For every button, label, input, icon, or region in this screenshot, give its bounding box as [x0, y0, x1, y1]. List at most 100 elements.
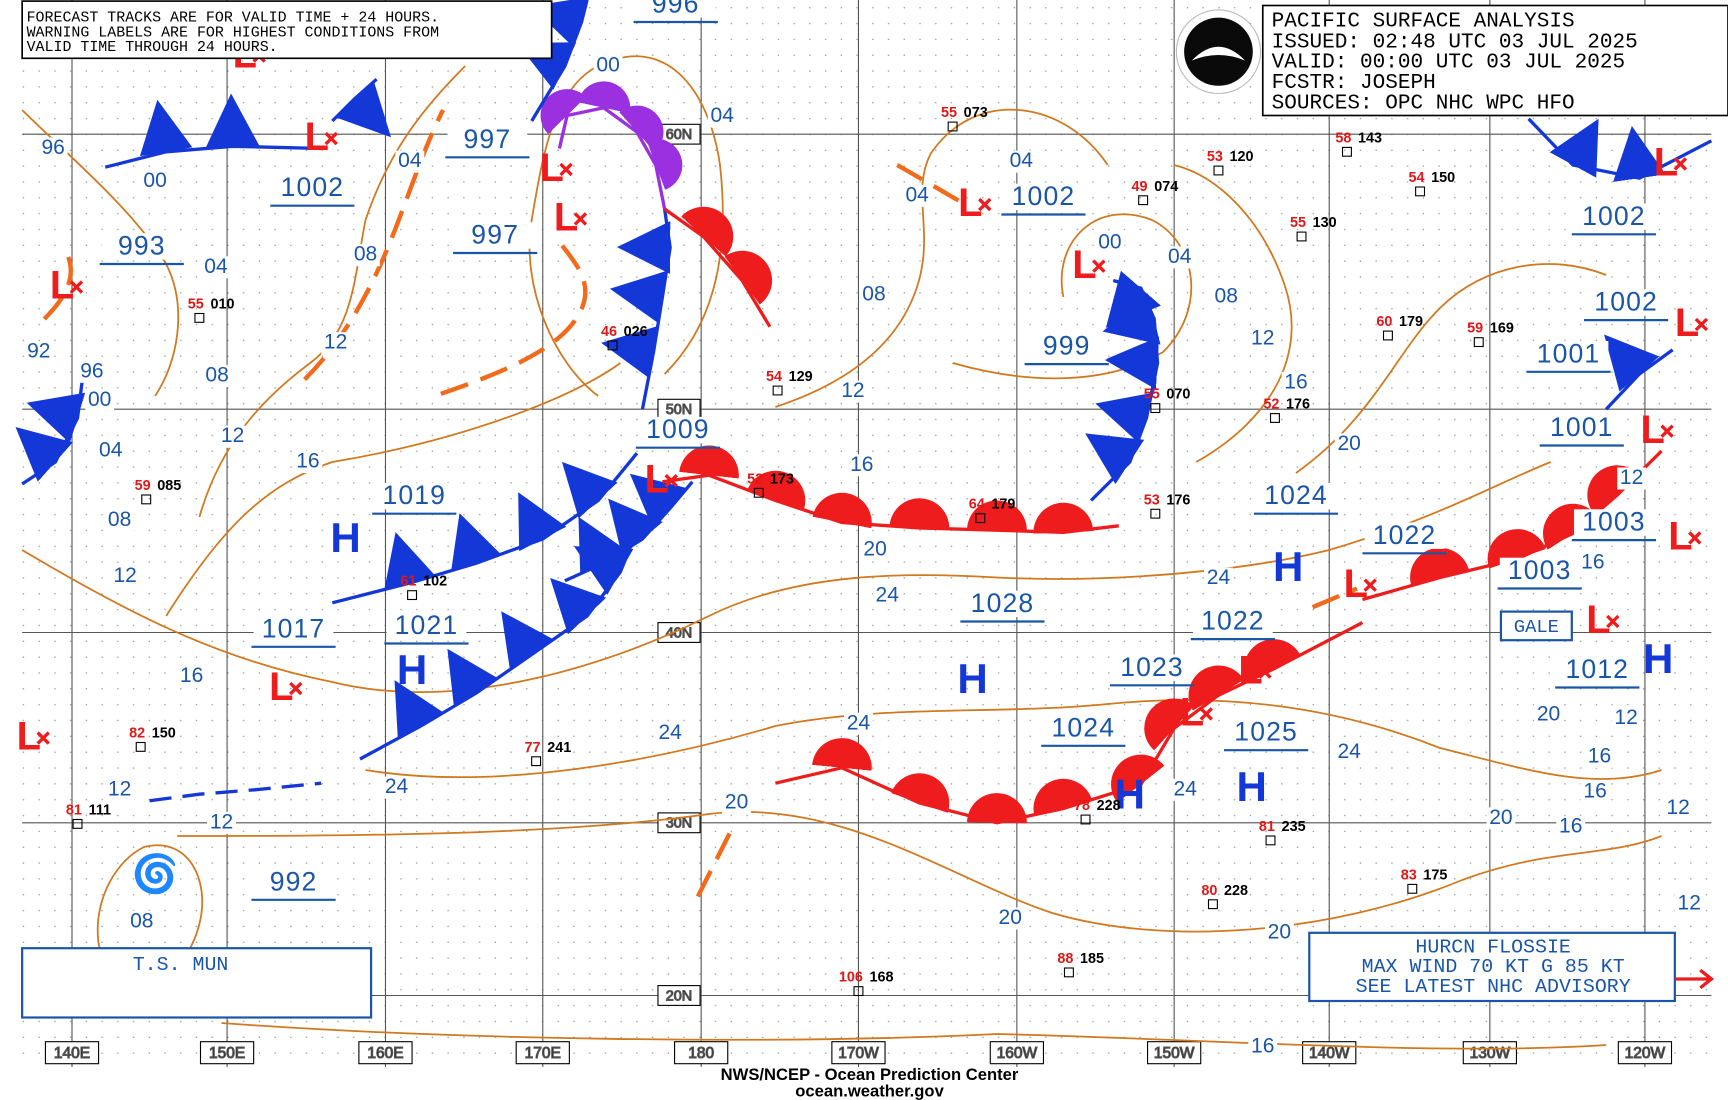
isobar: [165, 362, 621, 617]
cold-front: [517, 0, 590, 122]
station-icon: [947, 121, 958, 132]
station-pressure: 179: [1399, 314, 1423, 330]
station-icon: [141, 494, 152, 505]
hurricane-box: [1308, 931, 1676, 1003]
cold-front: [564, 473, 694, 583]
station-icon: [72, 818, 83, 829]
isobar-backdrop: [872, 585, 902, 608]
station-temp: 54: [766, 369, 782, 385]
station-pressure: 176: [1166, 492, 1190, 508]
pressure-backdrop: [1003, 183, 1084, 211]
pressure-value: 993: [118, 231, 166, 261]
pressure-value: 1001: [1537, 338, 1601, 368]
pressure-value: 1024: [1264, 480, 1328, 510]
isobar-backdrop: [395, 150, 425, 173]
isobar-backdrop: [1170, 778, 1200, 801]
isobar-backdrop: [207, 811, 236, 834]
station-temp: 53: [1144, 492, 1160, 508]
pressure-backdrop: [635, 0, 716, 18]
pressure-backdrop: [374, 482, 455, 510]
pressure-backdrop: [1364, 522, 1445, 549]
hurricane-arrow: [1674, 968, 1715, 990]
isobar: [21, 461, 1552, 693]
pressure-backdrop: [386, 612, 467, 640]
station-temp: 83: [1401, 867, 1417, 883]
low-center: L: [50, 264, 74, 308]
low-x: [1688, 531, 1702, 545]
station-temp: 106: [839, 970, 863, 986]
isobar: [1173, 164, 1293, 463]
pressure-value: 997: [471, 220, 519, 250]
header-line: FCSTR: JOSEPH: [1272, 72, 1436, 95]
isobar-label: 16: [1559, 815, 1582, 838]
station-temp: 52: [747, 471, 763, 487]
low-center: L: [958, 181, 982, 225]
pressure-backdrop: [638, 416, 718, 444]
pressure-backdrop: [1528, 341, 1609, 368]
isobar-backdrop: [105, 509, 135, 532]
low-center: L: [539, 146, 563, 190]
pressure-value: 1021: [395, 610, 459, 640]
isobar-label: 20: [1489, 806, 1512, 829]
trough: [440, 240, 588, 396]
pressure-value: 1001: [1550, 412, 1614, 442]
pressure-value: 1017: [262, 613, 326, 643]
isobar-label: 12: [324, 331, 347, 354]
isobar-backdrop: [1674, 893, 1704, 916]
pressure-backdrop: [1192, 608, 1273, 635]
notice-line: FORECAST TRACKS ARE FOR VALID TIME + 24 …: [27, 11, 439, 27]
isobar-label: 04: [99, 439, 123, 462]
cold-front: [1085, 270, 1161, 502]
low-x: [1606, 614, 1620, 629]
pressure-backdrop: [101, 233, 182, 260]
station-pressure: 129: [789, 369, 813, 385]
isobar-label: 96: [41, 136, 64, 159]
lon-label: 140W: [1309, 1045, 1350, 1062]
isobar-backdrop: [1248, 327, 1278, 350]
station-icon: [531, 756, 542, 767]
isobar-label: 08: [1215, 285, 1238, 308]
station-pressure: 169: [1490, 321, 1514, 337]
isobar-label: 24: [847, 711, 871, 734]
isobar-backdrop: [847, 454, 877, 477]
station-temp: 52: [1263, 397, 1279, 413]
station-temp: 49: [1132, 179, 1148, 195]
isobar-label: 16: [1251, 1035, 1274, 1058]
isobar-backdrop: [1095, 232, 1125, 255]
cold-front: [15, 373, 86, 486]
pressure-backdrop: [1256, 482, 1336, 510]
high-center: H: [1236, 763, 1266, 810]
isobar-backdrop: [1585, 745, 1614, 768]
isobar-backdrop: [1617, 467, 1647, 490]
isobar-backdrop: [655, 722, 685, 745]
isobar-label: 20: [999, 906, 1022, 929]
station-pressure: 235: [1282, 819, 1306, 835]
isobar-backdrop: [293, 451, 323, 473]
lon-label-box: [515, 1041, 570, 1065]
low-center: L: [1344, 562, 1368, 606]
isobar-label: 12: [1666, 796, 1689, 819]
lon-label-box: [1617, 1041, 1673, 1065]
isobar-backdrop: [593, 55, 623, 77]
low-x: [289, 681, 303, 696]
isobar-backdrop: [859, 283, 889, 306]
isobar-label: 08: [108, 508, 131, 531]
lat-label: 20N: [666, 988, 692, 1004]
isobar-label: 04: [711, 104, 735, 127]
isobar-label: 24: [876, 584, 900, 607]
isobar-backdrop: [1334, 741, 1364, 764]
isobar-backdrop: [1486, 807, 1516, 830]
pressure-backdrop: [1226, 719, 1306, 746]
low-x: [978, 197, 992, 212]
station-pressure: 111: [89, 803, 111, 819]
station-icon: [1207, 899, 1218, 910]
map-dot-grid: [22, 0, 1712, 1067]
pressure-value: 1022: [1201, 606, 1265, 636]
isobar: [1295, 263, 1607, 474]
lon-label: 150W: [1154, 1045, 1195, 1062]
isobar-backdrop: [38, 137, 68, 160]
isobar-label: 24: [1337, 740, 1361, 763]
isobar-label: 20: [1537, 703, 1560, 726]
station-icon: [1138, 195, 1149, 206]
